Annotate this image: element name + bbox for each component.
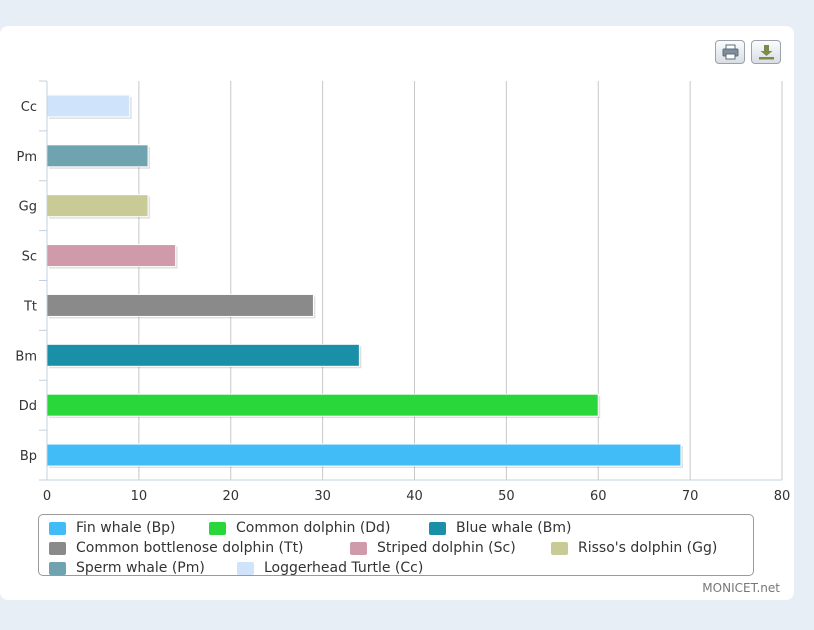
legend-label: Sperm whale (Pm) xyxy=(76,560,205,576)
bar-chart: Cc Pm Gg Sc Tt Bm Dd Bp 0 10 20 30 40 50 60 70 80 xyxy=(15,80,791,504)
category-label: Gg xyxy=(19,200,37,215)
legend-item[interactable]: Striped dolphin (Sc) xyxy=(350,538,516,558)
chart-legend: Fin whale (Bp) Common dolphin (Dd) Blue wh… xyxy=(38,514,754,576)
download-icon xyxy=(759,45,774,60)
legend-item[interactable]: Blue whale (Bm) xyxy=(429,518,571,538)
bar-pm xyxy=(46,144,149,168)
legend-swatch xyxy=(49,541,66,555)
legend-label: Common dolphin (Dd) xyxy=(236,520,391,536)
bar-gg xyxy=(46,194,149,218)
legend-swatch xyxy=(551,541,568,555)
bar-sc xyxy=(46,244,177,268)
legend-label: Common bottlenose dolphin (Tt) xyxy=(76,540,304,556)
legend-swatch xyxy=(49,521,66,535)
bar-tt xyxy=(46,293,314,317)
legend-item[interactable]: Common bottlenose dolphin (Tt) xyxy=(49,538,304,558)
x-tick-label: 50 xyxy=(498,489,515,504)
legend-swatch xyxy=(429,521,446,535)
category-label: Tt xyxy=(23,299,37,314)
category-label: Dd xyxy=(19,399,37,414)
x-tick-label: 60 xyxy=(590,489,607,504)
legend-label: Fin whale (Bp) xyxy=(76,520,176,536)
legend-item[interactable]: Fin whale (Bp) xyxy=(49,518,176,538)
x-tick-label: 0 xyxy=(43,489,51,504)
chart-card: Cc Pm Gg Sc Tt Bm Dd Bp 0 10 20 30 40 50 60 70 80 Fin wh… xyxy=(0,26,794,600)
category-label: Cc xyxy=(21,100,37,115)
legend-item[interactable]: Loggerhead Turtle (Cc) xyxy=(237,558,423,578)
x-tick-label: 20 xyxy=(222,489,239,504)
legend-swatch xyxy=(49,561,66,575)
print-button[interactable] xyxy=(715,40,745,64)
x-tick-label: 30 xyxy=(314,489,331,504)
bar-dd xyxy=(46,393,599,417)
legend-item[interactable]: Risso's dolphin (Gg) xyxy=(551,538,717,558)
legend-item[interactable]: Common dolphin (Dd) xyxy=(209,518,390,538)
download-button[interactable] xyxy=(751,40,781,64)
bar-bm xyxy=(46,343,360,367)
legend-label: Blue whale (Bm) xyxy=(456,520,572,536)
category-label: Bm xyxy=(15,349,37,364)
legend-label: Striped dolphin (Sc) xyxy=(377,540,516,556)
legend-swatch xyxy=(350,541,367,555)
legend-swatch xyxy=(209,521,226,535)
x-tick-label: 10 xyxy=(131,489,148,504)
credit-text[interactable]: MONICET.net xyxy=(702,581,780,595)
printer-icon xyxy=(722,44,739,60)
bar-bp xyxy=(46,443,682,467)
legend-item[interactable]: Sperm whale (Pm) xyxy=(49,558,205,578)
category-label: Pm xyxy=(16,150,37,165)
category-label: Sc xyxy=(22,250,37,265)
x-tick-label: 70 xyxy=(682,489,699,504)
legend-label: Risso's dolphin (Gg) xyxy=(578,540,718,556)
legend-swatch xyxy=(237,561,254,575)
legend-label: Loggerhead Turtle (Cc) xyxy=(264,560,424,576)
category-label: Bp xyxy=(20,449,37,464)
x-tick-label: 80 xyxy=(774,489,791,504)
bar-cc xyxy=(46,94,131,118)
x-tick-label: 40 xyxy=(406,489,423,504)
